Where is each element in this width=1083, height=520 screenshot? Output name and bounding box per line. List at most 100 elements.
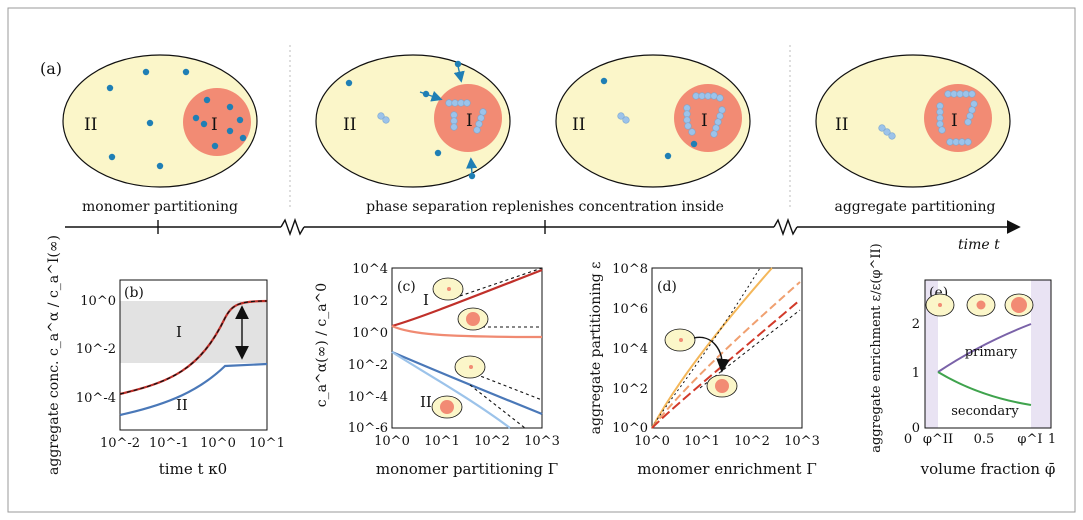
panel-c-label: (c) bbox=[397, 279, 416, 295]
x-tick: 10^0 bbox=[200, 436, 236, 451]
curve-primary bbox=[937, 323, 1032, 373]
region-inner-label: I bbox=[951, 111, 958, 131]
x-tick: 10^2 bbox=[734, 434, 770, 449]
y-tick: 10^-4 bbox=[76, 391, 116, 406]
aggregate-chains bbox=[377, 99, 487, 134]
x-tick: 10^0 bbox=[634, 434, 670, 449]
curve-dashed-1 bbox=[651, 281, 801, 429]
curve-I-label: I bbox=[423, 291, 429, 309]
y-tick: 10^4 bbox=[612, 342, 648, 357]
dense-phase-droplet bbox=[183, 88, 251, 156]
y-tick: 10^6 bbox=[612, 302, 648, 317]
y-tick: 10^-2 bbox=[348, 358, 388, 373]
purple-band-left bbox=[925, 280, 938, 428]
cell-aggregate-partitioning: II I bbox=[815, 54, 1011, 188]
cell-replenish-1: II I bbox=[315, 54, 511, 188]
x-tick: 10^-2 bbox=[100, 436, 140, 451]
stage-label-2: phase separation replenishes concentrati… bbox=[366, 199, 724, 215]
plot-frame bbox=[391, 267, 543, 429]
curve-II-label: II bbox=[176, 396, 188, 414]
x-tick: 10^1 bbox=[684, 434, 720, 449]
time-axis bbox=[65, 217, 1021, 237]
x-tick: φ^II bbox=[923, 432, 953, 447]
monomers bbox=[345, 60, 476, 180]
panel-d: (d) 10^0 10^1 10^2 10^3 10^8 10^6 10^4 1… bbox=[588, 262, 820, 478]
x-axis-label: volume fraction φ̄ bbox=[920, 460, 1056, 478]
asymptote-1 bbox=[651, 267, 761, 429]
y-axis-label: aggregate enrichment ε/ε(φ^II) bbox=[869, 243, 884, 453]
secondary-label: secondary bbox=[951, 404, 1019, 419]
x-tick: φ^I bbox=[1017, 432, 1042, 447]
x-tick: 10^0 bbox=[374, 434, 410, 449]
x-tick: 10^1 bbox=[249, 436, 285, 451]
x-tick: 10^3 bbox=[784, 434, 820, 449]
y-tick: 2 bbox=[912, 317, 920, 332]
curve-I-primary bbox=[391, 268, 543, 328]
curve-I-label: I bbox=[176, 323, 182, 341]
y-tick: 10^-4 bbox=[348, 390, 388, 405]
y-axis-label: aggregate partitioning ε bbox=[588, 262, 604, 435]
panel-c: (c) I II 10^0 10^1 10^2 10^3 10^4 10^2 1… bbox=[314, 262, 560, 478]
y-axis-label: aggregate conc. c_a^α / c_a^I(∞) bbox=[46, 235, 62, 475]
x-axis-label: time t κ0 bbox=[159, 460, 227, 478]
y-tick: 10^-2 bbox=[76, 342, 116, 357]
y-tick: 10^2 bbox=[352, 294, 388, 309]
y-tick: 10^-6 bbox=[348, 421, 388, 436]
y-tick: 10^8 bbox=[612, 262, 648, 277]
y-axis-label: c_a^α(∞) / c_a^0 bbox=[314, 283, 330, 407]
x-tick: 10^2 bbox=[474, 434, 510, 449]
inflow-arrows bbox=[419, 65, 478, 175]
curve-II-primary bbox=[391, 350, 543, 416]
figure-border bbox=[7, 7, 1076, 513]
curve-I-approx bbox=[119, 300, 268, 395]
panel-d-label: (d) bbox=[657, 279, 677, 295]
panel-b: (b) I II 10^-2 10^-1 10^0 10^1 10^0 10^-… bbox=[46, 235, 285, 478]
panel-b-label: (b) bbox=[124, 285, 144, 301]
x-tick: 10^1 bbox=[424, 434, 460, 449]
region-inner-label: I bbox=[211, 115, 218, 135]
stage-label-3: aggregate partitioning bbox=[834, 199, 995, 215]
curve-dashed-2 bbox=[651, 299, 801, 429]
primary-label: primary bbox=[965, 345, 1018, 360]
aggregate-chains bbox=[617, 92, 726, 138]
region-inner-label: I bbox=[701, 111, 708, 131]
inset-droplets bbox=[925, 293, 1034, 317]
region-inner-label: I bbox=[466, 111, 473, 131]
y-tick: 10^0 bbox=[612, 421, 648, 436]
panel-e: (e) primary secondary 0 φ^II 0.5 φ^I 1 0… bbox=[869, 243, 1056, 478]
curve-I-secondary bbox=[391, 324, 543, 339]
region-outer-label: II bbox=[835, 115, 848, 135]
curve-primary-light bbox=[651, 267, 773, 429]
cell-replenish-2: II I bbox=[555, 54, 751, 188]
monomers bbox=[106, 68, 247, 170]
curve-secondary bbox=[937, 371, 1032, 406]
aggregate-chains bbox=[878, 90, 978, 146]
time-axis-label: time t bbox=[958, 237, 1000, 253]
curve-II bbox=[119, 362, 268, 417]
y-tick: 0 bbox=[912, 421, 920, 436]
purple-band-right bbox=[1031, 280, 1051, 428]
x-axis-label: monomer partitioning Γ bbox=[376, 460, 558, 478]
panel-a: (a) II I II I bbox=[40, 45, 1021, 253]
inset-droplets bbox=[431, 277, 489, 419]
y-tick: 10^0 bbox=[80, 294, 116, 309]
y-tick: 10^0 bbox=[352, 326, 388, 341]
x-tick: 0.5 bbox=[974, 432, 995, 447]
curve-II-secondary bbox=[391, 351, 511, 429]
gray-band bbox=[120, 301, 267, 363]
region-outer-label: II bbox=[84, 115, 97, 135]
curve-II-label: II bbox=[420, 393, 432, 411]
region-outer-label: II bbox=[572, 115, 585, 135]
y-tick: 1 bbox=[912, 366, 920, 381]
inset-droplets bbox=[664, 328, 738, 398]
x-tick: 10^-1 bbox=[149, 436, 189, 451]
y-tick: 10^2 bbox=[612, 382, 648, 397]
monomers bbox=[600, 77, 698, 160]
x-tick: 1 bbox=[1048, 432, 1056, 447]
stage-label-1: monomer partitioning bbox=[82, 199, 238, 215]
x-tick: 0 bbox=[904, 432, 912, 447]
y-tick: 10^4 bbox=[352, 262, 388, 277]
cell-monomer-partitioning: II I bbox=[62, 54, 258, 188]
region-outer-label: II bbox=[343, 115, 356, 135]
